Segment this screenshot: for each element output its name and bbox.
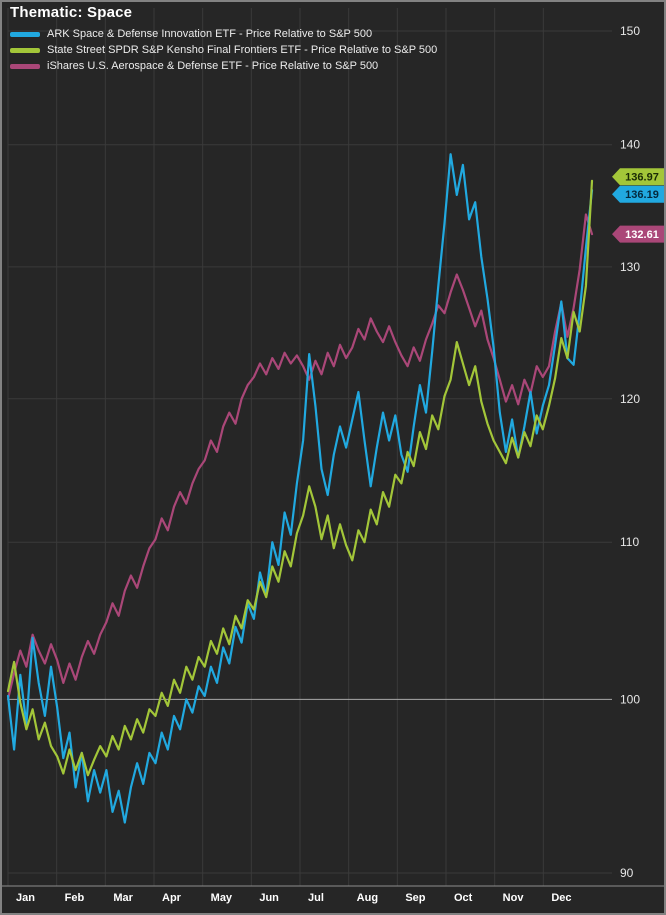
- x-tick-label: Feb: [65, 892, 85, 904]
- price-tag-shape: [612, 168, 664, 186]
- y-tick-label: 90: [620, 866, 634, 880]
- x-tick-label: Jun: [259, 892, 279, 904]
- legend-label: iShares U.S. Aerospace & Defense ETF - P…: [47, 60, 379, 72]
- legend-label: State Street SPDR S&P Kensho Final Front…: [47, 44, 438, 56]
- price-tag-shape: [612, 185, 664, 203]
- price-tag: 136.19: [612, 185, 664, 203]
- x-tick-label: Aug: [357, 892, 378, 904]
- x-tick-label: Dec: [551, 892, 571, 904]
- series-line-1: [6, 179, 594, 777]
- legend-label: ARK Space & Defense Innovation ETF - Pri…: [47, 28, 373, 40]
- chart-header: Thematic: Space ARK Space & Defense Inno…: [2, 2, 664, 74]
- x-tick-label: Jul: [308, 892, 324, 904]
- y-tick-label: 150: [620, 24, 640, 38]
- y-tick-label: 100: [620, 692, 640, 706]
- x-tick-label: Apr: [162, 892, 182, 904]
- series-line-0: [6, 153, 594, 824]
- price-tag-value: 136.19: [625, 189, 659, 201]
- legend-swatch-icon: [10, 47, 40, 53]
- price-tag-shape: [612, 225, 664, 243]
- x-tick-label: Oct: [454, 892, 473, 904]
- price-tag: 136.97: [612, 168, 664, 186]
- legend: ARK Space & Defense Innovation ETF - Pri…: [10, 26, 656, 74]
- legend-item-ark-space-defense[interactable]: ARK Space & Defense Innovation ETF - Pri…: [10, 26, 656, 42]
- x-tick-label: Nov: [503, 892, 525, 904]
- price-tag: 132.61: [612, 225, 664, 243]
- price-tag-value: 136.97: [625, 172, 659, 184]
- x-tick-label: May: [211, 892, 233, 904]
- legend-swatch-icon: [10, 31, 40, 37]
- x-tick-label: Jan: [16, 892, 35, 904]
- chart-title: Thematic: Space: [10, 4, 133, 21]
- legend-swatch-icon: [10, 63, 40, 69]
- price-tag-value: 132.61: [625, 229, 659, 241]
- y-tick-label: 130: [620, 260, 640, 274]
- y-tick-label: 140: [620, 138, 640, 152]
- legend-item-ishares-aerospace-defense[interactable]: iShares U.S. Aerospace & Defense ETF - P…: [10, 58, 656, 74]
- y-tick-label: 110: [620, 535, 639, 549]
- x-tick-label: Sep: [405, 892, 425, 904]
- y-tick-label: 120: [620, 392, 640, 406]
- legend-item-kensho-final-frontiers[interactable]: State Street SPDR S&P Kensho Final Front…: [10, 42, 656, 58]
- x-tick-label: Mar: [113, 892, 133, 904]
